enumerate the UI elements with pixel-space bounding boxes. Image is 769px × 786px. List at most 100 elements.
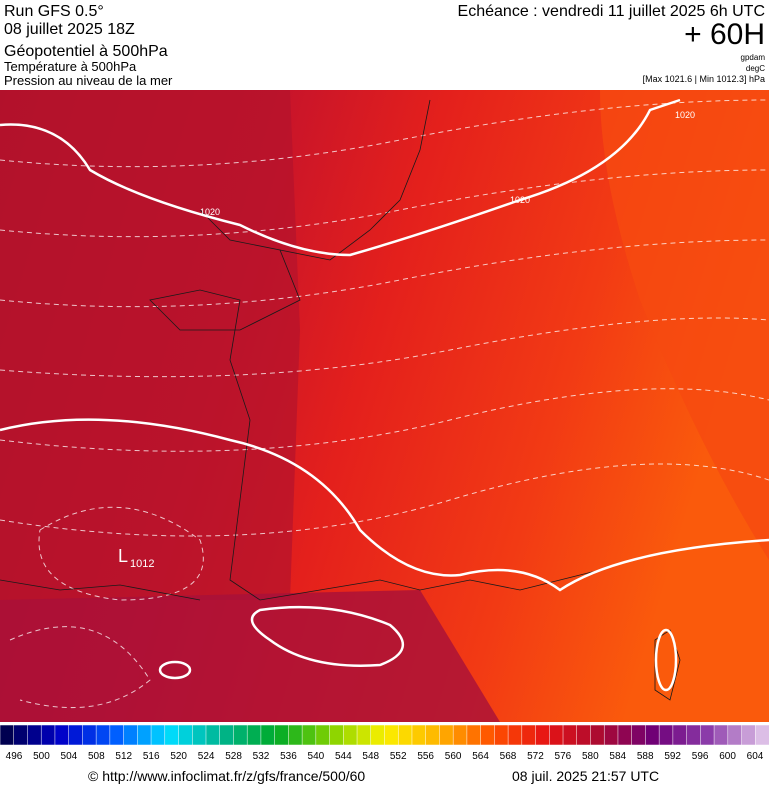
colorbar-cell [40, 724, 56, 746]
low-value: 1012 [130, 558, 154, 570]
colorbar-cell [727, 724, 743, 746]
colorbar-cell [288, 724, 303, 746]
unit: degC [746, 64, 765, 73]
subtitle: Pression au niveau de la mer [4, 73, 173, 88]
colorbar-cell [686, 724, 702, 746]
colorbar-tick-label: 508 [88, 751, 105, 762]
isobar-label: 1020 [675, 110, 695, 120]
colorbar-cell [397, 724, 413, 746]
colorbar-tick-label: 572 [527, 751, 544, 762]
colorbar-cell [370, 724, 386, 746]
temperature-zone [0, 590, 500, 722]
temperature-zone [0, 90, 300, 600]
isobar-label: 1020 [200, 207, 220, 217]
colorbar-cell [713, 724, 729, 746]
colorbar-cell [466, 724, 482, 746]
colorbar-tick-label: 504 [61, 751, 78, 762]
colorbar-cell [645, 724, 660, 746]
colorbar-tick-label: 576 [555, 751, 572, 762]
colorbar-tick-label: 568 [500, 751, 517, 762]
isobars [0, 98, 769, 692]
colorbar-cell [54, 724, 70, 746]
title: Géopotentiel à 500hPa [4, 43, 168, 60]
colorbar-cell [95, 724, 111, 746]
colorbar-cell [150, 724, 166, 746]
colorbar-cell [27, 724, 42, 746]
colorbar-cell [755, 724, 769, 746]
colorbar-cell [452, 724, 468, 746]
colorbar-cell [233, 724, 248, 746]
colorbar-cell [507, 724, 523, 746]
colorbar-cell [192, 724, 207, 746]
colorbar-cell [672, 724, 688, 746]
colorbar-tick-label: 552 [390, 751, 407, 762]
colorbar-tick-label: 540 [308, 751, 325, 762]
colorbar-cell [411, 724, 427, 746]
colorbar-cell [246, 724, 262, 746]
colorbar-cell [562, 724, 578, 746]
timestamp: 08 juil. 2025 21:57 UTC [512, 768, 659, 784]
colorbar-tick-label: 564 [472, 751, 489, 762]
colorbar-cell [343, 724, 358, 746]
source-url: © http://www.infoclimat.fr/z/gfs/france/… [88, 768, 365, 784]
colorbar-tick-label: 560 [445, 751, 462, 762]
colorbar-cell [741, 724, 757, 746]
colorbar-cell [13, 724, 29, 746]
isobar-label: 1020 [510, 195, 530, 205]
run: Run GFS 0.5° [4, 3, 104, 20]
colorbar-cell [82, 724, 97, 746]
colorbar-cell [315, 724, 331, 746]
colorbar-tick-label: 596 [692, 751, 709, 762]
colorbar-tick-label: 600 [719, 751, 736, 762]
colorbar-cell [329, 724, 345, 746]
header: Run GFS 0.5° 08 juillet 2025 18Z Géopote… [4, 3, 765, 88]
colorbar-cell [590, 724, 605, 746]
colorbar-cell [480, 724, 496, 746]
echeance: Echéance : vendredi 11 juillet 2025 6h U… [458, 3, 765, 20]
colorbar-cell [301, 724, 317, 746]
colorbar-tick-label: 536 [280, 751, 297, 762]
colorbar-cell [494, 724, 509, 746]
lead-time: + 60H [684, 18, 765, 51]
colorbar-cell [164, 724, 180, 746]
subtitle: Température à 500hPa [4, 59, 137, 74]
map: 1020 1020 1020 L 1012 [0, 90, 769, 722]
colorbar-tick-label: 500 [33, 751, 50, 762]
colorbar-cell [700, 724, 715, 746]
run-date: 08 juillet 2025 18Z [4, 21, 135, 38]
colorbar-cell [439, 724, 454, 746]
colorbar-tick-label: 512 [115, 751, 132, 762]
colorbar-tick-label: 588 [637, 751, 654, 762]
temperature-zone [600, 90, 769, 560]
colorbar-cell [617, 724, 633, 746]
colorbar-cell [123, 724, 139, 746]
colorbar-tick-label: 580 [582, 751, 599, 762]
geopotential-contours [0, 99, 769, 709]
colorbar-ticks: 496 500 504 508 512 516 520 524 528 532 536 540 544 5… [6, 751, 764, 762]
colorbar-cell [205, 724, 221, 746]
range: [Max 1021.6 | Min 1012.3] hPa [643, 74, 765, 84]
colorbar-tick-label: 548 [362, 751, 379, 762]
low-symbol: L [118, 546, 128, 566]
colorbar-tick-label: 544 [335, 751, 352, 762]
colorbar-tick-label: 520 [170, 751, 187, 762]
coastlines [0, 99, 681, 701]
colorbar-cell [576, 724, 592, 746]
colorbar-cell [631, 724, 647, 746]
colorbar-cell [0, 724, 15, 746]
colorbar-cell [535, 724, 551, 746]
colorbar-cell [109, 724, 125, 746]
colorbar-cell [260, 724, 276, 746]
colorbar-cell [521, 724, 537, 746]
colorbar-cell [384, 724, 399, 746]
colorbar-cell [356, 724, 372, 746]
colorbar-tick-label: 556 [417, 751, 434, 762]
colorbar-cell [603, 724, 619, 746]
colorbar-cell [658, 724, 674, 746]
colorbar-tick-label: 604 [747, 751, 764, 762]
colorbar-tick-label: 584 [609, 751, 626, 762]
colorbar-cell [425, 724, 441, 746]
colorbar-cell [137, 724, 152, 746]
colorbar-tick-label: 592 [664, 751, 681, 762]
